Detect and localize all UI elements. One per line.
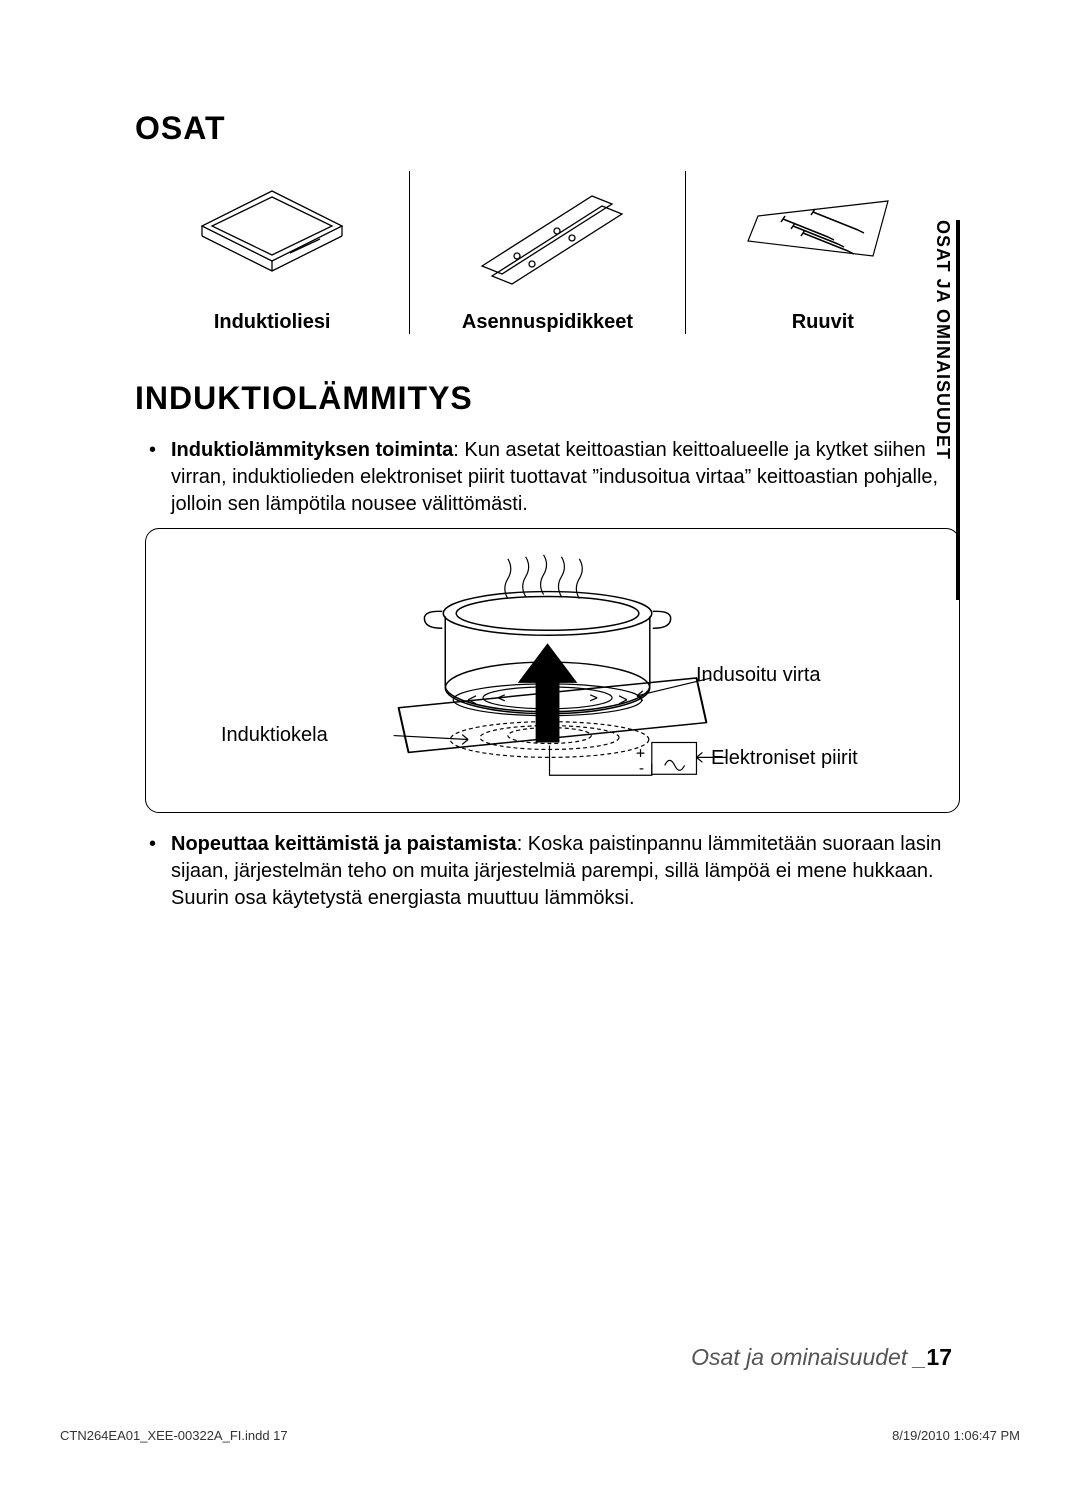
screws-icon xyxy=(743,171,903,301)
part-label: Ruuvit xyxy=(792,311,854,334)
bullet-list: Nopeuttaa keittämistä ja paistamista: Ko… xyxy=(135,831,960,912)
induction-diagram: + - Indusoitu virta Induktiokela Elektro… xyxy=(145,528,960,813)
part-hob: Induktioliesi xyxy=(135,171,409,334)
parts-row: Induktioliesi Asennuspidikkeet xyxy=(135,171,960,334)
label-electronic-circuits: Elektroniset piirit xyxy=(711,747,858,770)
footer-file: CTN264EA01_XEE-00322A_FI.indd 17 xyxy=(60,1428,288,1443)
label-induced-current: Indusoitu virta xyxy=(696,664,821,687)
hob-icon xyxy=(192,171,352,301)
footer-section: Osat ja ominaisuudet _17 xyxy=(691,1344,952,1371)
bullet-bold: Induktiolämmityksen toiminta xyxy=(171,439,453,461)
heading-heating: INDUKTIOLÄMMITYS xyxy=(135,380,960,417)
footer-page-number: 17 xyxy=(926,1344,952,1370)
bullet-item: Induktiolämmityksen toiminta: Kun asetat… xyxy=(155,437,960,518)
brackets-icon xyxy=(462,171,632,301)
bullet-item: Nopeuttaa keittämistä ja paistamista: Ko… xyxy=(155,831,960,912)
part-screws: Ruuvit xyxy=(685,171,960,334)
bullet-list: Induktiolämmityksen toiminta: Kun asetat… xyxy=(135,437,960,518)
minus-symbol: - xyxy=(637,761,646,776)
footer-section-text: Osat ja ominaisuudet _ xyxy=(691,1344,926,1370)
footer-timestamp: 8/19/2010 1:06:47 PM xyxy=(892,1428,1020,1443)
side-tab-text: OSAT JA OMINAISUUDET xyxy=(932,220,953,460)
part-brackets: Asennuspidikkeet xyxy=(409,171,684,334)
bullet-bold: Nopeuttaa keittämistä ja paistamista xyxy=(171,833,517,855)
label-induction-coil: Induktiokela xyxy=(221,724,328,747)
heading-parts: OSAT xyxy=(135,110,960,147)
side-tab-bar xyxy=(956,220,960,600)
part-label: Asennuspidikkeet xyxy=(462,311,633,334)
side-tab: OSAT JA OMINAISUUDET xyxy=(956,220,960,600)
part-label: Induktioliesi xyxy=(214,311,331,334)
